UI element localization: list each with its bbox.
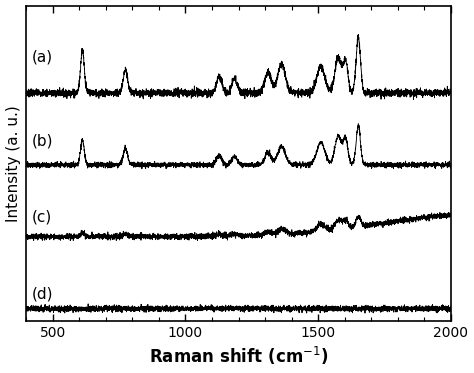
Text: (c): (c) xyxy=(31,209,52,225)
Y-axis label: Intensity (a. u.): Intensity (a. u.) xyxy=(6,105,20,222)
X-axis label: Raman shift (cm$^{-1}$): Raman shift (cm$^{-1}$) xyxy=(149,345,328,367)
Text: (b): (b) xyxy=(31,133,53,148)
Text: (d): (d) xyxy=(31,286,53,301)
Text: (a): (a) xyxy=(31,49,53,64)
